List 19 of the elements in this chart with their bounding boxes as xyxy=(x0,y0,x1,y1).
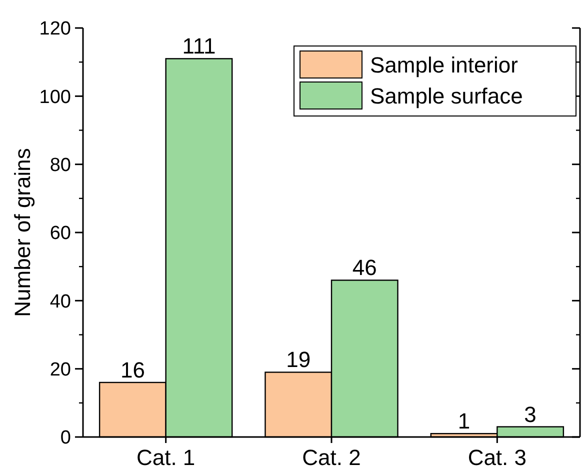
data-label: 46 xyxy=(352,255,377,280)
y-tick-label: 0 xyxy=(60,428,71,449)
legend-label: Sample surface xyxy=(370,84,523,109)
data-label: 111 xyxy=(182,34,216,59)
y-tick-label: 80 xyxy=(50,154,71,176)
y-tick-label: 100 xyxy=(39,86,71,108)
y-tick-label: 40 xyxy=(50,291,71,312)
data-label: 1 xyxy=(458,408,470,434)
y-tick-label: 120 xyxy=(39,18,71,40)
y-tick-label: 20 xyxy=(50,359,71,380)
y-axis-title: Number of grains xyxy=(10,148,35,317)
legend-label: Sample interior xyxy=(370,52,518,78)
data-label: 19 xyxy=(286,347,311,372)
y-tick-label: 60 xyxy=(50,223,71,244)
data-label: 16 xyxy=(120,357,145,382)
x-tick-label: Cat. 2 xyxy=(302,445,361,470)
x-tick-label: Cat. 1 xyxy=(136,445,196,470)
x-tick-label: Cat. 3 xyxy=(468,445,527,470)
data-label: 3 xyxy=(524,402,536,427)
